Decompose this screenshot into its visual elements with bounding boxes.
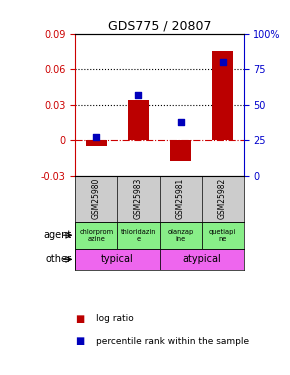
Bar — [160, 249, 244, 270]
Bar — [75, 222, 117, 249]
Point — [94, 134, 99, 140]
Text: GSM25983: GSM25983 — [134, 178, 143, 219]
Text: ■: ■ — [75, 336, 85, 346]
Text: ■: ■ — [75, 314, 85, 324]
Bar — [170, 140, 191, 162]
Text: agent: agent — [43, 230, 71, 240]
Text: percentile rank within the sample: percentile rank within the sample — [96, 337, 249, 346]
Bar — [117, 222, 160, 249]
Text: GSM25980: GSM25980 — [92, 178, 101, 219]
Text: other: other — [45, 254, 71, 264]
Bar — [212, 51, 233, 140]
Bar — [128, 100, 149, 140]
Bar — [75, 249, 160, 270]
Text: chlorprom
azine: chlorprom azine — [79, 229, 113, 242]
Text: log ratio: log ratio — [96, 314, 133, 323]
Text: atypical: atypical — [182, 254, 221, 264]
Bar — [160, 222, 202, 249]
Bar — [86, 140, 107, 146]
Point — [220, 59, 225, 65]
Title: GDS775 / 20807: GDS775 / 20807 — [108, 20, 211, 33]
Text: thioridazin
e: thioridazin e — [121, 229, 156, 242]
Text: olanzap
ine: olanzap ine — [167, 229, 194, 242]
Text: quetiapi
ne: quetiapi ne — [209, 229, 236, 242]
Point — [178, 119, 183, 125]
Text: GSM25982: GSM25982 — [218, 178, 227, 219]
Text: GSM25981: GSM25981 — [176, 178, 185, 219]
Point — [136, 92, 141, 98]
Text: typical: typical — [101, 254, 134, 264]
Bar — [202, 222, 244, 249]
